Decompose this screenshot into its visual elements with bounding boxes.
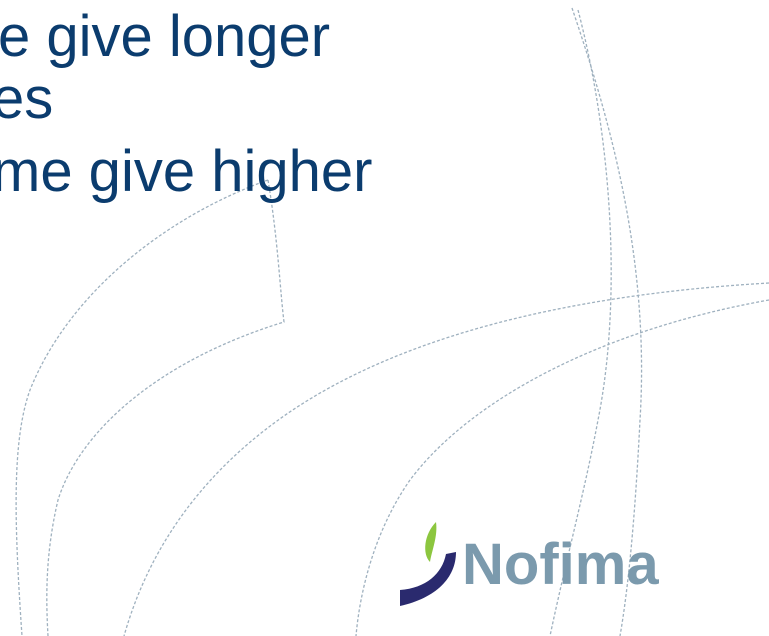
- slide-text-line: es: [0, 66, 54, 131]
- decorative-curve: [123, 282, 769, 636]
- decorative-curve: [355, 299, 769, 636]
- slide-text-line: me give higher: [0, 139, 373, 204]
- nofima-logo: Nofima: [396, 520, 696, 610]
- decorative-curve: [15, 179, 269, 636]
- leaf-shape: [425, 522, 437, 562]
- decorative-curve: [46, 179, 285, 636]
- decorative-curve: [571, 7, 643, 636]
- swoosh-shape: [400, 552, 456, 606]
- slide-text-line: e give longer: [0, 4, 331, 69]
- logo-wordmark: Nofima: [462, 532, 659, 597]
- decorative-curve: [549, 9, 612, 636]
- leaf-swoosh-icon: [400, 522, 456, 606]
